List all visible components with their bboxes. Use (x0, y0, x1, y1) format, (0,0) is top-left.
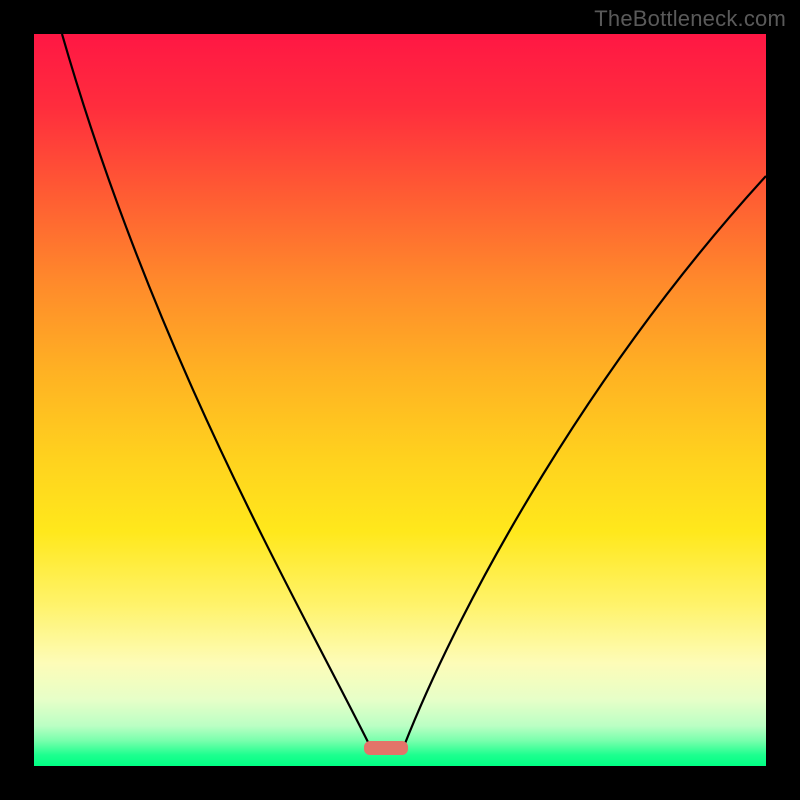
watermark-text: TheBottleneck.com (594, 6, 786, 32)
plot-area (34, 34, 766, 766)
bottleneck-marker (364, 741, 408, 755)
bottleneck-curve (34, 34, 766, 766)
